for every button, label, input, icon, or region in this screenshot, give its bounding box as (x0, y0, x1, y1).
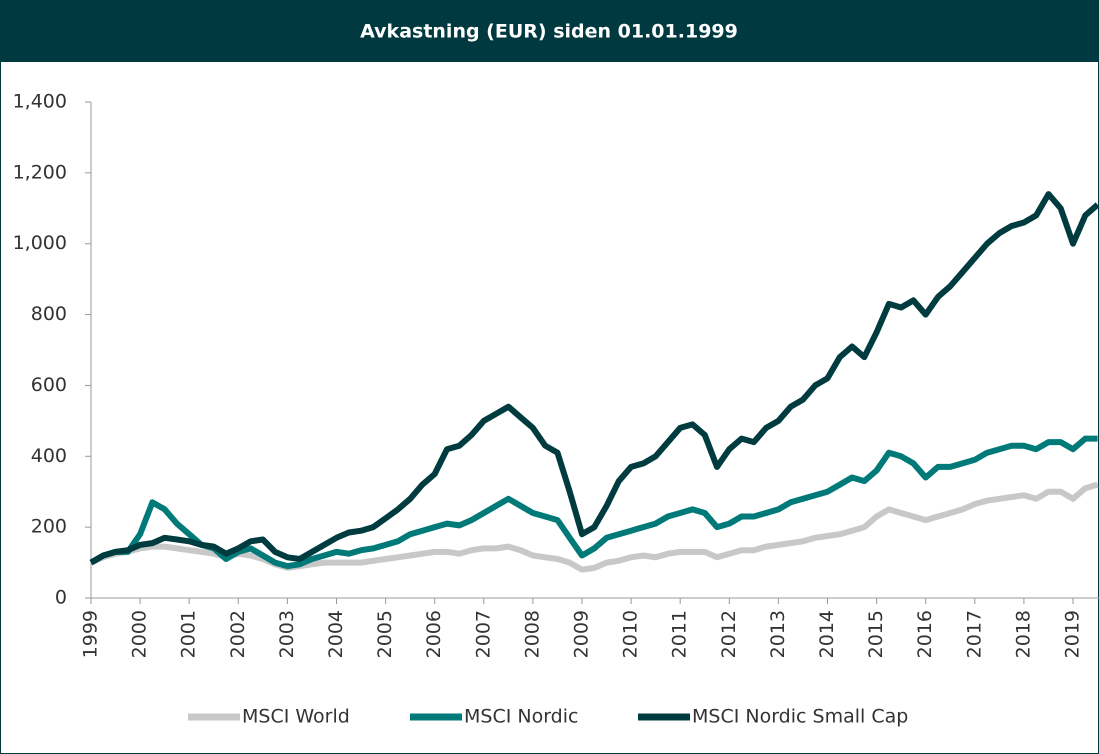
x-tick-label: 2009 (571, 610, 593, 658)
y-tick-label: 800 (31, 303, 67, 325)
y-tick-label: 1,200 (13, 161, 67, 183)
x-tick-label: 2015 (865, 610, 887, 658)
x-tick-label: 2018 (1012, 610, 1034, 658)
y-tick-label: 0 (55, 587, 67, 609)
x-tick-label: 2000 (129, 610, 151, 658)
x-tick-label: 2013 (767, 610, 789, 658)
header (0, 0, 1099, 62)
y-tick-label: 1,400 (13, 91, 67, 113)
x-tick-label: 2008 (521, 610, 543, 658)
x-tick-label: 2016 (914, 610, 936, 658)
y-tick-label: 600 (31, 374, 67, 396)
x-tick-label: 2010 (620, 610, 642, 658)
legend-label: MSCI Nordic (464, 706, 578, 728)
chart-title: Avkastning (EUR) siden 01.01.1999 (360, 21, 738, 43)
x-tick-label: 2012 (718, 610, 740, 658)
legend-label: MSCI World (242, 706, 350, 728)
x-tick-label: 2001 (178, 610, 200, 658)
x-tick-label: 2011 (669, 610, 691, 658)
series-line (89, 435, 1098, 570)
y-tick-label: 200 (31, 516, 67, 538)
x-tick-label: 2017 (963, 610, 985, 658)
x-tick-label: 2006 (423, 610, 445, 658)
series-line (89, 191, 1099, 566)
x-tick-label: 2004 (325, 610, 347, 658)
y-tick-label: 400 (31, 445, 67, 467)
series-line (89, 481, 1099, 573)
x-tick-label: 2003 (276, 610, 298, 658)
x-tick-label: 2005 (374, 610, 396, 658)
x-tick-label: 2007 (472, 610, 494, 658)
y-tick-label: 1,000 (13, 232, 67, 254)
x-tick-label: 2019 (1062, 610, 1084, 658)
x-tick-label: 2014 (816, 610, 838, 658)
x-tick-label: 1999 (80, 610, 102, 658)
legend-label: MSCI Nordic Small Cap (692, 706, 908, 728)
x-tick-label: 2002 (227, 610, 249, 658)
